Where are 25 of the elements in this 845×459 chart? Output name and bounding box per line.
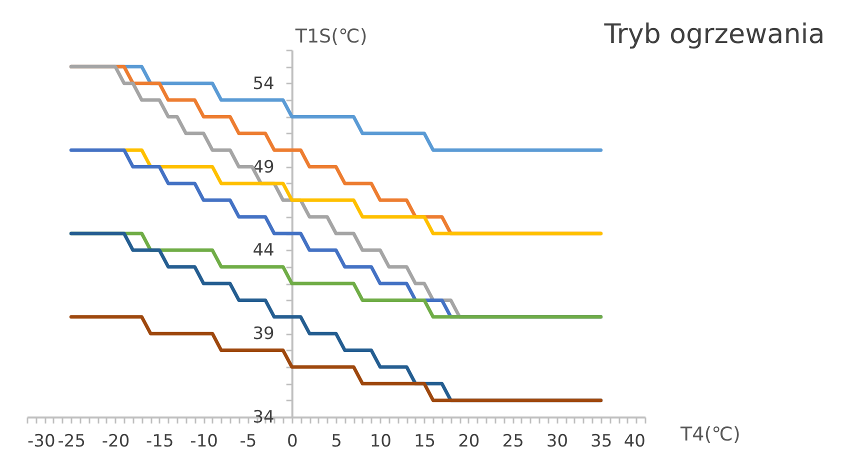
- x-tick-label: -15: [146, 432, 174, 452]
- x-tick-label: -30: [28, 432, 56, 452]
- x-tick-label: -10: [190, 432, 218, 452]
- y-axis-title: T1S(℃): [294, 26, 368, 48]
- y-tick-label: 34: [252, 408, 274, 428]
- x-tick-label: 35: [590, 432, 612, 452]
- x-tick-label: 30: [546, 432, 568, 452]
- line-series: [69, 315, 603, 402]
- x-axis-title: T4(℃): [680, 424, 740, 446]
- x-tick-label: 20: [458, 432, 480, 452]
- x-tick-label: 0: [286, 432, 298, 452]
- x-tick-label: 25: [502, 432, 524, 452]
- x-tick-label: 5: [331, 432, 342, 452]
- y-tick-label: 44: [252, 240, 274, 261]
- x-tick-label: -20: [102, 432, 130, 452]
- y-tick-label: 39: [252, 324, 274, 344]
- y-tick-label: 49: [252, 157, 274, 178]
- x-tick-label: 10: [370, 432, 392, 452]
- x-tick-label: -5: [240, 432, 257, 452]
- x-tick-label: -25: [58, 432, 86, 452]
- line-series: [122, 148, 603, 236]
- x-tick-label: 40: [624, 432, 646, 452]
- y-tick-label: 54: [252, 74, 274, 94]
- x-tick-label: 15: [414, 432, 436, 452]
- text: Tryb ogrzewania: [603, 19, 825, 50]
